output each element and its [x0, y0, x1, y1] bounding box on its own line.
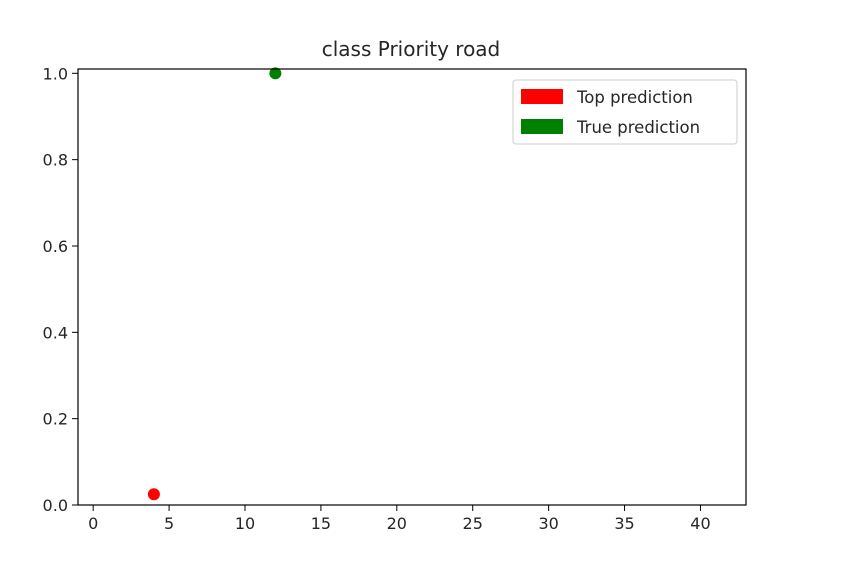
legend-swatch [521, 119, 563, 134]
x-tick-label: 40 [690, 514, 710, 533]
y-axis: 0.0 0.2 0.4 0.6 0.8 1.0 [43, 64, 78, 515]
legend-label: True prediction [576, 118, 700, 137]
data-points [147, 67, 282, 501]
plot-frame [77, 68, 747, 506]
x-axis: 0 5 10 15 20 25 30 35 40 [88, 505, 711, 533]
x-tick-label: 35 [614, 514, 634, 533]
x-tick-label: 25 [463, 514, 483, 533]
y-tick-label: 0.6 [43, 237, 68, 256]
legend-label: Top prediction [576, 88, 693, 107]
x-tick-label: 0 [88, 514, 98, 533]
y-tick-label: 1.0 [43, 64, 68, 83]
x-tick-label: 15 [311, 514, 331, 533]
data-point [269, 67, 282, 80]
legend: Top prediction True prediction [512, 79, 738, 145]
x-tick-label: 10 [235, 514, 255, 533]
x-tick-label: 30 [538, 514, 558, 533]
x-tick-label: 20 [387, 514, 407, 533]
chart-title: class Priority road [322, 37, 501, 61]
y-tick-label: 0.8 [43, 151, 68, 170]
y-tick-label: 0.4 [43, 323, 68, 342]
legend-swatch [521, 89, 563, 104]
y-tick-label: 0.2 [43, 410, 68, 429]
data-point [147, 488, 160, 501]
y-tick-label: 0.0 [43, 496, 68, 515]
legend-box [512, 79, 738, 145]
x-tick-label: 5 [164, 514, 174, 533]
